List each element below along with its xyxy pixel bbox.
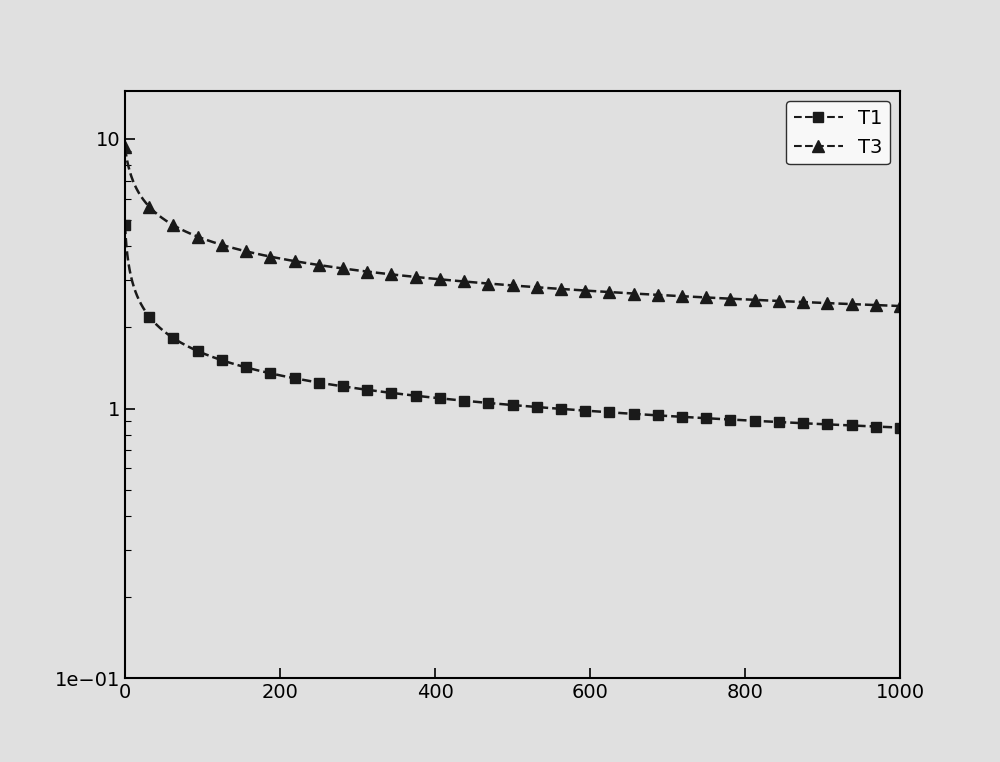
- Legend: T1, T3: T1, T3: [786, 101, 890, 165]
